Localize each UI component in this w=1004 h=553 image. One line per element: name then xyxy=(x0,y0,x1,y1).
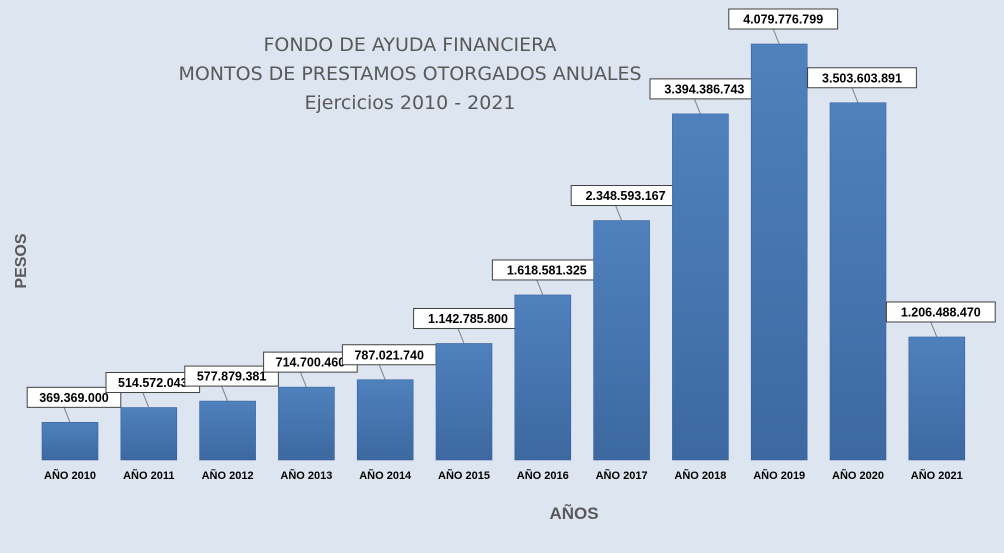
data-label: 714.700.460 xyxy=(276,356,346,370)
bar xyxy=(593,220,650,461)
x-tick-label: AÑO 2011 xyxy=(123,469,174,482)
data-label-leader xyxy=(615,205,623,221)
data-label-leader xyxy=(63,407,71,423)
data-label-box xyxy=(807,67,917,89)
x-tick-label: AÑO 2014 xyxy=(359,469,412,482)
data-label: 577.879.381 xyxy=(197,370,267,384)
bar xyxy=(120,407,178,461)
data-label-leader xyxy=(693,98,701,115)
data-label: 2.348.593.167 xyxy=(586,189,666,203)
bar xyxy=(278,386,335,461)
data-label-box xyxy=(728,8,839,30)
data-label: 1.618.581.325 xyxy=(507,263,587,277)
x-axis-label: AÑOS xyxy=(549,504,599,523)
bar xyxy=(672,113,729,461)
data-label: 3.394.386.743 xyxy=(664,82,744,96)
x-tick-label: AÑO 2016 xyxy=(517,469,569,482)
x-tick-label: AÑO 2019 xyxy=(753,469,805,482)
data-label-leader xyxy=(221,385,229,402)
data-label: 4.079.776.799 xyxy=(743,13,823,27)
chart-period: Ejercicios 2010 - 2021 xyxy=(304,92,516,114)
x-tick-label: AÑO 2015 xyxy=(438,469,490,482)
data-label-box xyxy=(26,386,122,408)
bar xyxy=(829,102,887,461)
data-label-box xyxy=(885,301,996,323)
data-label: 1.206.488.470 xyxy=(901,305,981,319)
data-label-leader xyxy=(536,279,544,296)
chart-title: FONDO DE AYUDA FINANCIERA xyxy=(263,34,557,56)
x-tick-label: AÑO 2020 xyxy=(832,469,884,482)
data-label-leader xyxy=(930,321,938,338)
data-label-leader xyxy=(142,392,150,408)
bar xyxy=(514,294,572,461)
x-tick-label: AÑO 2018 xyxy=(674,469,726,482)
x-tick-label: AÑO 2013 xyxy=(280,469,332,482)
bar xyxy=(435,343,493,461)
x-tick-label: AÑO 2021 xyxy=(911,469,963,482)
bar xyxy=(356,379,414,461)
data-label-leader xyxy=(378,364,386,380)
x-tick-label: AÑO 2010 xyxy=(44,469,96,482)
data-label: 514.572.043 xyxy=(118,376,188,390)
bar xyxy=(199,400,256,461)
data-label-leader xyxy=(851,87,859,103)
data-label-leader xyxy=(772,28,780,45)
data-label: 3.503.603.891 xyxy=(822,71,902,85)
bar xyxy=(908,336,966,461)
x-tick-label: AÑO 2017 xyxy=(596,469,648,482)
data-label-leader xyxy=(457,328,465,344)
x-tick-label: AÑO 2012 xyxy=(202,469,254,482)
data-label: 787.021.740 xyxy=(354,348,424,362)
data-label: 369.369.000 xyxy=(39,391,109,405)
bar xyxy=(41,422,99,461)
chart-subtitle: MONTOS DE PRESTAMOS OTORGADOS ANUALES xyxy=(178,63,642,85)
data-label: 1.142.785.800 xyxy=(428,312,508,326)
data-label-box xyxy=(184,365,279,387)
data-label-leader xyxy=(299,371,307,388)
bar xyxy=(750,43,808,461)
